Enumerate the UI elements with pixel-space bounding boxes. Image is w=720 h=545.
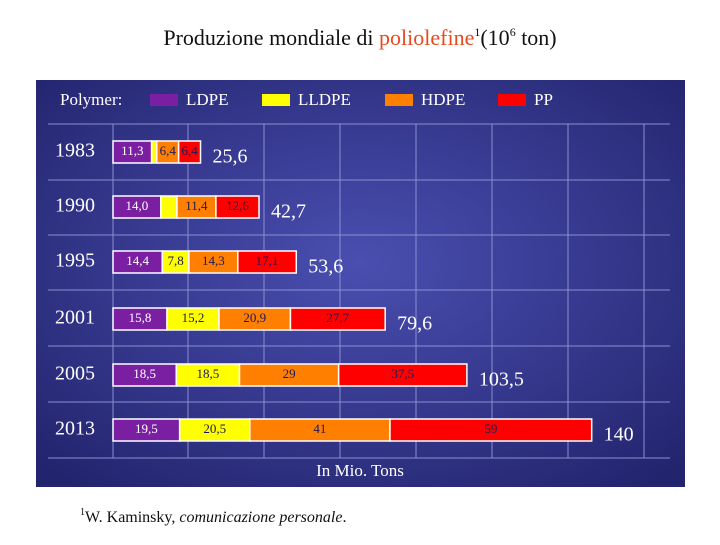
y-tick-label: 2005 [55, 363, 95, 385]
data-label: 29 [283, 366, 296, 381]
legend-label: HDPE [421, 90, 465, 109]
data-label: 15,8 [129, 310, 152, 325]
data-label: 14,3 [202, 253, 225, 268]
bar-segment [215, 195, 260, 219]
total-label: 140 [604, 424, 634, 446]
data-label: 14,4 [126, 253, 149, 268]
data-label: 37,5 [391, 366, 414, 381]
data-label: 20,5 [203, 421, 226, 436]
total-label: 42,7 [271, 201, 306, 223]
footnote: 1W. Kaminsky, comunicazione personale. [80, 507, 346, 525]
y-tick-label: 1983 [55, 140, 95, 162]
data-label: 6,4 [181, 143, 198, 158]
x-axis-label: In Mio. Tons [316, 461, 404, 480]
y-tick-label: 2013 [55, 418, 95, 440]
bar-segment [289, 307, 386, 331]
legend-title: Polymer: [60, 90, 122, 109]
data-label: 15,2 [182, 310, 205, 325]
title-text: Produzione mondiale di [163, 25, 379, 50]
y-tick-label: 1995 [55, 250, 95, 272]
data-label: 18,5 [133, 366, 156, 381]
legend-label: LLDPE [298, 90, 351, 109]
data-label: 41 [313, 421, 326, 436]
legend-swatch [385, 94, 413, 106]
data-label: 12,6 [226, 198, 249, 213]
plot: Polymer: LDPE LLDPE HDPE PP 1983 11,3 6,4 6,4 25,… [48, 90, 670, 480]
title-text: (10 [480, 25, 509, 50]
slide-title: Produzione mondiale di poliolefine1(106 … [163, 25, 556, 50]
data-label: 14,0 [126, 198, 149, 213]
legend-swatch [262, 94, 290, 106]
bar-segment [337, 363, 468, 387]
data-label: 6,4 [160, 143, 177, 158]
total-label: 79,6 [397, 313, 432, 335]
total-label: 25,6 [213, 146, 248, 168]
footnote-ref: 1 [80, 507, 85, 518]
y-tick-label: 1990 [55, 195, 95, 217]
total-label: 103,5 [479, 369, 524, 391]
title-text: ton) [516, 25, 557, 50]
data-label: 18,5 [197, 366, 220, 381]
bar-segment [389, 418, 593, 442]
legend-swatch [498, 94, 526, 106]
total-label: 53,6 [308, 256, 343, 278]
data-label: 20,9 [243, 310, 266, 325]
bar-segment [237, 250, 298, 274]
title-ref: 1 [474, 25, 480, 39]
legend-label: LDPE [186, 90, 229, 109]
data-label: 27,7 [326, 310, 349, 325]
title-exp: 6 [510, 25, 516, 39]
bar-segment [150, 140, 158, 164]
footnote-author: W. Kaminsky, [85, 509, 179, 526]
data-label: 17,1 [256, 253, 279, 268]
bar-segment [160, 195, 178, 219]
title-highlight: poliolefine [379, 25, 474, 50]
data-label: 7,8 [167, 253, 183, 268]
legend-label: PP [534, 90, 553, 109]
data-label: 11,4 [185, 198, 208, 213]
footnote-end: . [342, 509, 346, 526]
bar-segment [177, 140, 202, 164]
data-label: 19,5 [135, 421, 158, 436]
data-label: 11,3 [121, 143, 143, 158]
legend-swatch [150, 94, 178, 106]
data-label: 59 [484, 421, 497, 436]
footnote-source: comunicazione personale [179, 509, 342, 526]
y-tick-label: 2001 [55, 307, 95, 329]
